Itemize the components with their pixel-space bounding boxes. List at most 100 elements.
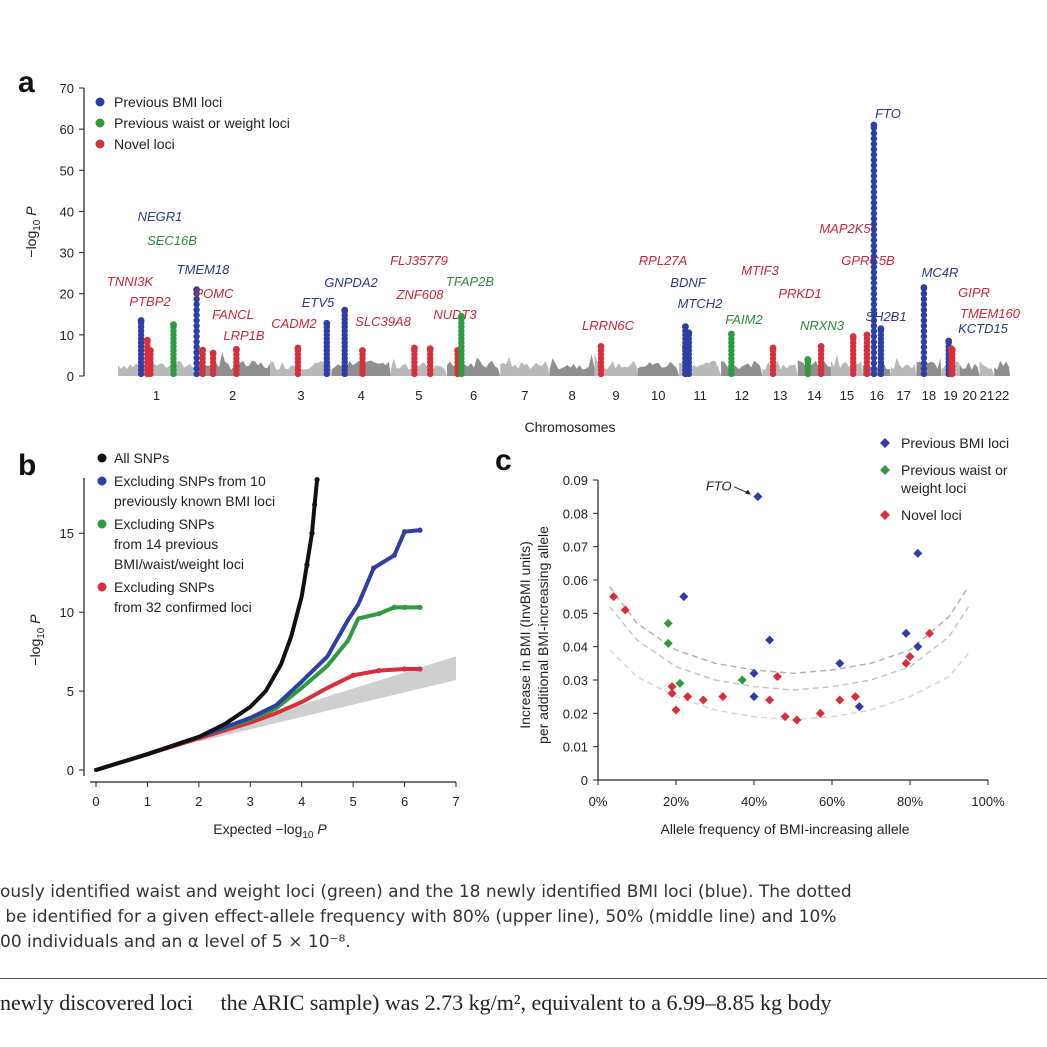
panel-b-ytick-label: 10 (60, 605, 74, 620)
panel-c-xtick-label: 20% (663, 794, 689, 809)
legend-b-marker (97, 519, 107, 529)
locus-label-SEC16B: SEC16B (147, 233, 197, 248)
scatter-diamond-point (671, 705, 681, 715)
chromosome-3-background-snps (270, 361, 332, 376)
chromosome-8-background-snps (549, 354, 595, 376)
locus-MC4R-snp-point (920, 317, 928, 324)
power-curve (609, 606, 970, 691)
locus-TMEM18-snp-point (193, 311, 200, 319)
qq-series-point (312, 502, 318, 508)
locus-POMC-peak-point (199, 346, 207, 354)
panel-a-ytick-label: 0 (67, 369, 74, 384)
legend-a-label: Novel loci (114, 136, 175, 152)
locus-label-MTIF3: MTIF3 (741, 263, 779, 278)
panel-c-xtick-label: 100% (971, 794, 1005, 809)
legend-b-label: BMI/waist/weight loci (114, 556, 244, 572)
panel-c-legend: Previous BMI loci Previous waist or weight… (880, 435, 1009, 523)
locus-label-LRRN6C: LRRN6C (582, 318, 635, 333)
locus-FTO-snp-point (870, 199, 878, 206)
scatter-diamond-point (753, 492, 763, 502)
panel-c-xtick-label: 40% (741, 794, 767, 809)
locus-MC4R-snp-point (920, 360, 928, 367)
legend-a-label: Previous waist or weight loci (114, 115, 290, 131)
locus-FTO-snp-point (870, 231, 878, 239)
panel-a-chromosome-label: 20 (962, 388, 976, 403)
locus-FTO-snp-point (870, 258, 878, 265)
panel-a-chromosome-label: 17 (896, 388, 910, 403)
panel-c-points: FTO (609, 479, 934, 725)
panel-a-chromosome-label: 6 (470, 388, 477, 403)
panel-a-chromosome-label: 9 (612, 388, 619, 403)
qq-series-point (391, 604, 397, 611)
locus-GNPDA2-peak-point (341, 306, 349, 314)
panel-b-xtick-label: 0 (92, 794, 99, 809)
body-text: newly discovered loci the ARIC sample) w… (0, 990, 832, 1015)
panel-b-series (94, 477, 423, 772)
panel-c-ylabel-line1: Increase in BMI (InvBMI units) (517, 541, 533, 729)
panel-a-chromosome-label: 21 (980, 388, 994, 403)
locus-label-ZNF608: ZNF608 (396, 287, 445, 302)
panel-b-xtick-label: 7 (452, 794, 459, 809)
panel-b-letter: b (18, 449, 36, 482)
panel-a-letter: a (18, 66, 35, 99)
locus-FAIM2-peak-point (728, 330, 735, 338)
locus-FTO-snp-point (870, 194, 878, 201)
locus-label-MC4R: MC4R (922, 265, 959, 280)
locus-label-MAP2K5: MAP2K5 (819, 221, 871, 236)
scatter-diamond-point (815, 708, 825, 718)
panel-c-ylabel-line2: per additional BMI-increasing allele (535, 526, 551, 744)
locus-label-FLJ35779: FLJ35779 (390, 253, 448, 268)
scatter-diamond-point (667, 688, 677, 698)
scatter-diamond-point (792, 715, 802, 725)
locus-label-CADM2: CADM2 (271, 316, 317, 331)
legend-c-label: Novel loci (901, 507, 962, 523)
locus-MC4R-snp-point (920, 301, 928, 308)
locus-KCTD15-peak-point (945, 337, 953, 345)
panel-b-xtick-label: 4 (298, 794, 305, 809)
caption-line-1: ously identified waist and weight loci (… (0, 882, 852, 902)
scatter-diamond-point (905, 652, 915, 662)
locus-label-FANCL: FANCL (212, 307, 254, 322)
locus-TMEM18-snp-point (193, 322, 200, 329)
locus-FTO-snp-point (870, 269, 878, 276)
panel-c-ytick-label: 0 (581, 773, 588, 788)
locus-label-FTO: FTO (875, 106, 901, 121)
locus-TMEM18-snp-point (193, 301, 200, 308)
qq-series-point (417, 666, 423, 672)
scatter-diamond-point (901, 658, 911, 668)
panel-a-chromosome-label: 12 (734, 388, 748, 403)
panel-a-chromosome-label: 3 (297, 388, 304, 403)
locus-MC4R-snp-point (920, 290, 928, 297)
panel-b-axes: 0 1 2 3 4 5 6 7 0 5 10 15 (60, 478, 460, 809)
locus-NEGR1-peak-point (137, 317, 145, 324)
legend-a-marker (95, 97, 105, 107)
locus-TFAP2B-peak-point (458, 312, 465, 320)
locus-MAP2K5-peak-point (849, 333, 857, 340)
scatter-diamond-point (780, 712, 790, 722)
legend-a-label: Previous BMI loci (114, 94, 222, 110)
locus-label-BDNF: BDNF (670, 275, 706, 290)
locus-CADM2-peak-point (294, 344, 302, 352)
panel-a-legend: Previous BMI loci Previous waist or weigh… (95, 94, 290, 152)
legend-a-marker (95, 118, 105, 128)
scatter-diamond-point (850, 692, 860, 702)
chromosome-1-background-snps (118, 359, 196, 376)
locus-label-GNPDA2: GNPDA2 (324, 275, 378, 290)
panel-c-ytick-label: 0.03 (563, 673, 588, 688)
locus-FTO-snp-point (870, 178, 878, 185)
panel-a-ytick-label: 30 (60, 246, 74, 261)
chromosome-22-background-snps (994, 360, 1010, 376)
chromosome-12-background-snps (721, 360, 763, 376)
scatter-diamond-point (765, 695, 775, 705)
scatter-diamond-point (737, 675, 747, 685)
locus-MC4R-snp-point (920, 322, 928, 329)
scatter-diamond-point (663, 618, 673, 628)
locus-FTO-snp-point (870, 237, 878, 244)
locus-FTO-snp-point (870, 360, 878, 367)
locus-label-NEGR1: NEGR1 (138, 209, 183, 224)
locus-SH2B1-peak-point (877, 325, 885, 333)
locus-ETV5-peak-point (323, 319, 331, 327)
caption-line-3: 00 individuals and an α level of 5 × 10⁻… (0, 932, 351, 952)
